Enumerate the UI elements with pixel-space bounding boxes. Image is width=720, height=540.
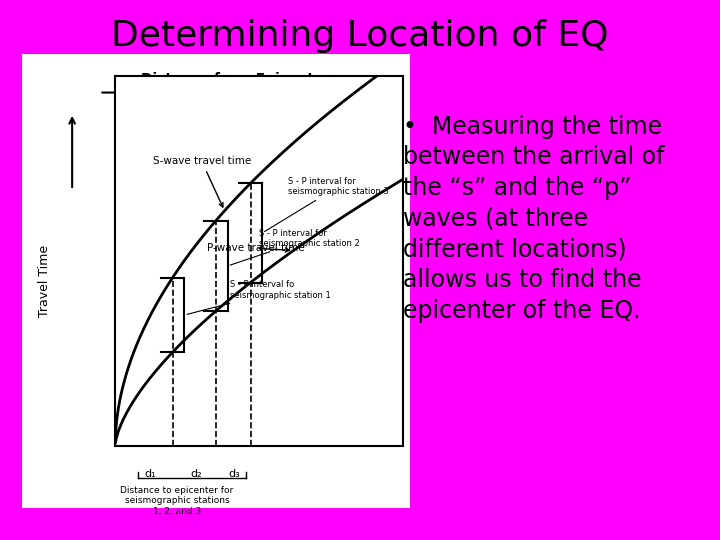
Text: S - P interval for
seismographic station 3: S - P interval for seismographic station… — [264, 177, 389, 232]
Text: Distance to epicenter for
seismographic stations
1, 2, and 3: Distance to epicenter for seismographic … — [120, 486, 234, 516]
FancyBboxPatch shape — [22, 54, 410, 508]
Text: Distance from Epicenter: Distance from Epicenter — [140, 72, 330, 86]
Text: d₁: d₁ — [144, 469, 156, 479]
Text: •  Measuring the time
between the arrival of
the “s” and the “p”
waves (at three: • Measuring the time between the arrival… — [403, 114, 665, 322]
Text: d₃: d₃ — [228, 469, 240, 479]
Text: P-wave travel time: P-wave travel time — [207, 244, 305, 253]
Text: Determining Location of EQ: Determining Location of EQ — [112, 19, 608, 53]
Text: Travel Time: Travel Time — [38, 245, 51, 317]
Text: S - P interval for
seismographic station 2: S - P interval for seismographic station… — [230, 228, 360, 265]
Text: d₂: d₂ — [191, 469, 202, 479]
Text: S - P interval fo
seismographic station 1: S - P interval fo seismographic station … — [187, 280, 331, 314]
Text: S-wave travel time: S-wave travel time — [153, 157, 251, 207]
